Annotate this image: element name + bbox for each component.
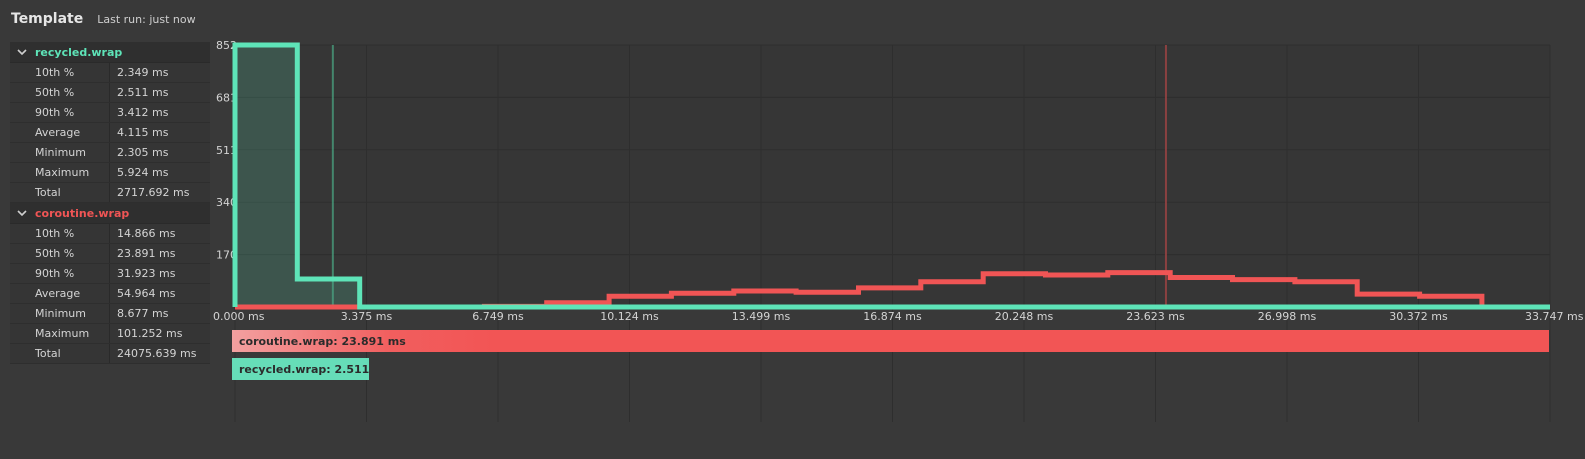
x-tick-label: 26.998 ms [1258, 310, 1317, 323]
stat-row: 90th % 3.412 ms [10, 103, 210, 123]
y-tick-label: 511 [216, 144, 237, 157]
y-tick-label: 340 [216, 196, 237, 209]
group-name: coroutine.wrap [35, 206, 130, 220]
recycled-wrap-median-bar[interactable]: recycled.wrap: 2.511... [232, 358, 369, 380]
stat-value: 2.305 ms [117, 146, 169, 159]
y-tick-label: 852 [216, 39, 237, 52]
recycled-wrap-series [232, 42, 1550, 310]
stat-value: 2.511 ms [117, 86, 169, 99]
stat-label: Minimum [10, 304, 110, 323]
stat-row: 50th % 2.511 ms [10, 83, 210, 103]
group-header-coroutine-wrap[interactable]: coroutine.wrap [10, 203, 210, 224]
y-tick-label: 170 [216, 249, 237, 262]
x-tick-label: 6.749 ms [472, 310, 524, 323]
group-name: recycled.wrap [35, 45, 123, 59]
stat-label: 10th % [10, 224, 110, 243]
stats-sidebar: recycled.wrap 10th % 2.349 ms 50th % 2.511… [10, 42, 210, 364]
x-tick-label: 10.124 ms [600, 310, 659, 323]
stat-row: Total 2717.692 ms [10, 183, 210, 203]
stat-row: Minimum 2.305 ms [10, 143, 210, 163]
stat-row: 50th % 23.891 ms [10, 244, 210, 264]
x-tick-label: 33.747 ms [1525, 310, 1584, 323]
x-tick-label: 13.499 ms [732, 310, 791, 323]
x-tick-label: 20.248 ms [995, 310, 1054, 323]
header: Template Last run: just now [0, 0, 1585, 38]
stat-value: 54.964 ms [117, 287, 176, 300]
stat-row: 10th % 2.349 ms [10, 63, 210, 83]
stat-value: 24075.639 ms [117, 347, 197, 360]
stat-label: 50th % [10, 244, 110, 263]
stat-value: 4.115 ms [117, 126, 169, 139]
stat-row: 90th % 31.923 ms [10, 264, 210, 284]
stat-row: 10th % 14.866 ms [10, 224, 210, 244]
stat-value: 5.924 ms [117, 166, 169, 179]
stat-value: 2.349 ms [117, 66, 169, 79]
stat-value: 2717.692 ms [117, 186, 190, 199]
stat-value: 23.891 ms [117, 247, 176, 260]
stat-row: Maximum 101.252 ms [10, 324, 210, 344]
stat-label: Average [10, 123, 110, 142]
x-tick-label: 3.375 ms [341, 310, 393, 323]
stat-row: Average 4.115 ms [10, 123, 210, 143]
bar-label: recycled.wrap: 2.511... [239, 362, 369, 376]
group-header-recycled-wrap[interactable]: recycled.wrap [10, 42, 210, 63]
stat-value: 3.412 ms [117, 106, 169, 119]
chevron-down-icon[interactable] [17, 47, 27, 57]
stat-label: 90th % [10, 103, 110, 122]
stat-label: Maximum [10, 163, 110, 182]
page-title: Template [11, 11, 84, 27]
stat-label: Minimum [10, 143, 110, 162]
x-tick-label: 30.372 ms [1389, 310, 1448, 323]
stat-row: Maximum 5.924 ms [10, 163, 210, 183]
stat-value: 101.252 ms [117, 327, 183, 340]
stat-value: 8.677 ms [117, 307, 169, 320]
y-tick-label: 681 [216, 91, 237, 104]
stat-value: 14.866 ms [117, 227, 176, 240]
stat-label: Total [10, 183, 110, 202]
coroutine-wrap-median-bar[interactable]: coroutine.wrap: 23.891 ms [232, 330, 1549, 352]
stat-row: Average 54.964 ms [10, 284, 210, 304]
stat-label: Average [10, 284, 110, 303]
stat-label: 10th % [10, 63, 110, 82]
chevron-down-icon[interactable] [17, 208, 27, 218]
stat-label: 90th % [10, 264, 110, 283]
x-tick-label: 23.623 ms [1126, 310, 1185, 323]
stat-label: Maximum [10, 324, 110, 343]
stat-label: 50th % [10, 83, 110, 102]
stat-value: 31.923 ms [117, 267, 176, 280]
stat-row: Minimum 8.677 ms [10, 304, 210, 324]
last-run-status: Last run: just now [97, 12, 196, 26]
bar-label: coroutine.wrap: 23.891 ms [239, 334, 406, 348]
x-tick-label: 0.000 ms [213, 310, 265, 323]
x-tick-label: 16.874 ms [863, 310, 922, 323]
stat-label: Total [10, 344, 110, 363]
stat-row: Total 24075.639 ms [10, 344, 210, 364]
